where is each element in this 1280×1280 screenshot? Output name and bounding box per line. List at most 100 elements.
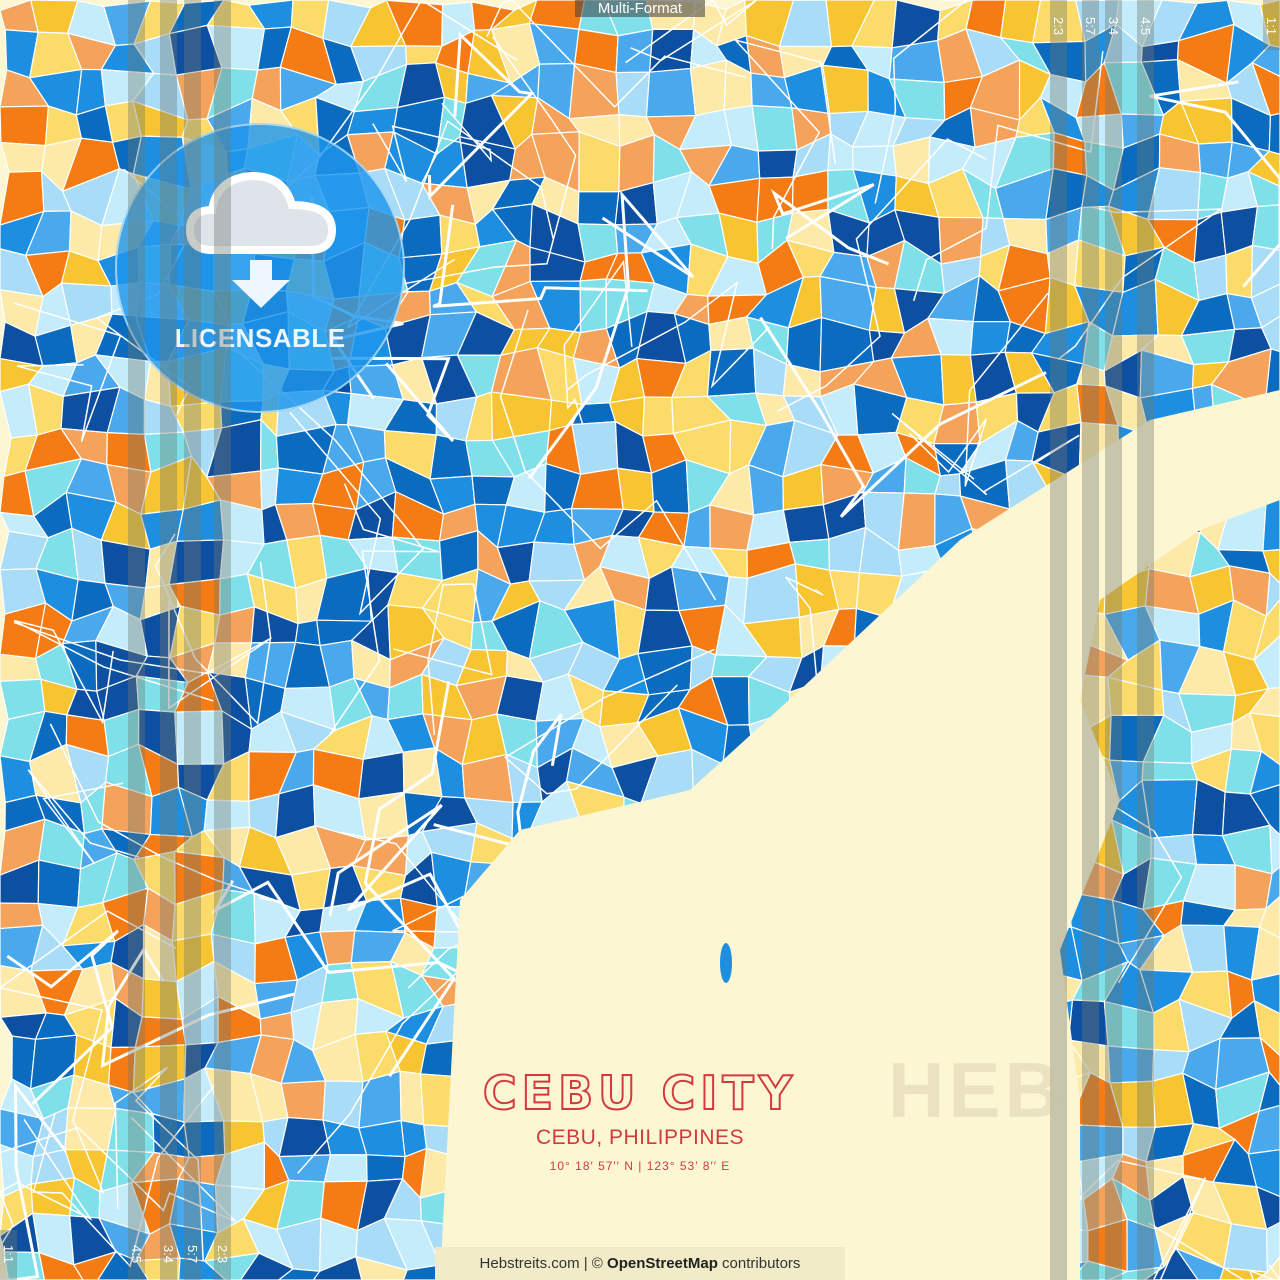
district-patch	[1247, 1104, 1280, 1155]
district-patch	[1253, 999, 1280, 1057]
road	[891, 412, 1080, 496]
district-patch	[1247, 170, 1280, 208]
district-patch	[402, 1264, 442, 1280]
district-patch	[1260, 315, 1280, 353]
district-patch	[617, 467, 655, 513]
road	[1149, 80, 1280, 288]
district-patch	[135, 1257, 181, 1280]
district-patch	[1250, 926, 1280, 981]
road	[527, 190, 695, 480]
road	[733, 38, 837, 249]
district-patch	[1249, 784, 1280, 836]
district-patch	[97, 1251, 150, 1280]
district-patch	[888, 39, 945, 84]
district-patch	[577, 191, 620, 226]
district-patch	[37, 859, 82, 909]
road	[114, 1066, 204, 1261]
district-patch	[1248, 686, 1280, 718]
district-patch	[1268, 112, 1280, 155]
district-patch	[1259, 0, 1280, 49]
road	[341, 831, 517, 933]
road	[211, 879, 493, 990]
district-patch	[0, 141, 47, 173]
district-patch	[1219, 1267, 1270, 1280]
district-patch	[0, 653, 42, 682]
district-patch	[1253, 634, 1280, 690]
road	[224, 339, 425, 616]
road	[404, 36, 577, 285]
district-patch	[30, 1177, 76, 1217]
attribution-suffix: contributors	[717, 1255, 801, 1272]
district-patch	[1251, 44, 1280, 78]
district-patch	[1265, 866, 1280, 911]
district-patch	[358, 751, 405, 800]
district-patch	[1247, 150, 1280, 188]
district-patch	[1250, 283, 1280, 329]
district-patch	[615, 28, 654, 74]
district-patch	[1193, 254, 1228, 302]
osm-link[interactable]: OpenStreetMap	[607, 1255, 718, 1272]
district-patch	[1250, 973, 1280, 1015]
district-patch	[689, 59, 727, 117]
district-patch	[294, 619, 321, 647]
district-patch	[203, 799, 251, 832]
district-patch	[1107, 1266, 1165, 1280]
road	[49, 723, 282, 903]
district-patch	[346, 106, 399, 136]
district-patch	[1141, 761, 1198, 781]
sea	[440, 390, 1280, 1280]
road	[0, 1117, 237, 1223]
district-patch	[1225, 244, 1254, 299]
road	[154, 533, 272, 726]
road	[13, 619, 214, 725]
road	[432, 204, 648, 308]
road	[6, 929, 120, 1106]
road	[0, 910, 177, 1195]
district-patch	[1262, 549, 1280, 585]
road	[13, 302, 122, 443]
district-patch	[1067, 999, 1109, 1047]
district-patch	[1255, 1185, 1280, 1231]
licensable-label: LICENSABLE	[174, 323, 346, 353]
district-patch	[568, 62, 620, 120]
road	[100, 946, 295, 1069]
road	[433, 713, 563, 850]
district-patch	[822, 64, 869, 115]
district-patch	[571, 421, 619, 476]
road	[566, 280, 770, 391]
district-patch	[897, 492, 936, 552]
district-patch	[178, 1257, 227, 1280]
district-patch	[134, 1016, 187, 1048]
district-patch	[615, 71, 651, 118]
road	[486, 0, 746, 108]
district-patch	[1248, 712, 1280, 766]
multi-format-label: Multi-Format	[575, 0, 705, 17]
road	[1241, 1264, 1280, 1280]
district-patch	[1247, 1149, 1280, 1198]
district-patch	[0, 105, 50, 147]
district-patch	[1258, 895, 1280, 939]
road	[363, 681, 456, 1078]
site-link[interactable]: Hebstreits.com	[479, 1255, 580, 1272]
region-subtitle: CEBU, PHILIPPINES	[535, 1126, 745, 1149]
district-patch	[0, 902, 44, 930]
district-patch	[100, 539, 151, 589]
city-title: CEBU CITY	[482, 1065, 798, 1121]
road	[908, 292, 1049, 487]
watermark: HEB	[888, 1046, 1065, 1134]
district-patch	[1174, 1247, 1225, 1280]
attribution: Hebstreits.com | © OpenStreetMap contrib…	[435, 1247, 845, 1280]
district-patch	[168, 539, 225, 586]
road	[27, 769, 140, 865]
district-patch	[72, 1250, 118, 1280]
district-patch	[203, 1252, 261, 1280]
district-patch	[38, 1251, 84, 1280]
road	[759, 316, 1047, 518]
district-patch	[579, 278, 607, 334]
licensable-badge[interactable]: LICENSABLE	[115, 123, 405, 413]
district-patch	[1265, 571, 1280, 619]
road	[393, 583, 493, 736]
district-patch	[1258, 1070, 1280, 1113]
district-patch	[1193, 211, 1227, 264]
road	[13, 600, 272, 710]
